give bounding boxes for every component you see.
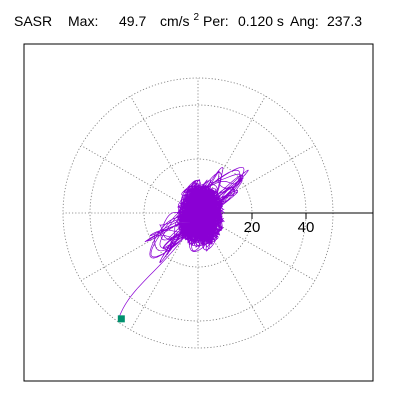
max-unit-power: 2 [193,12,199,23]
orbit-trace [118,166,249,318]
radial-tick-label-40: 40 [298,219,315,236]
orbit-series [118,166,249,318]
radial-tick-label-20: 20 [244,219,261,236]
max-label: Max: [68,13,98,29]
grid-spoke-150 [80,145,199,214]
period-label: Per: [203,13,229,29]
max-unit: cm/s [160,13,190,29]
period-value: 0.120 s [238,13,284,29]
radial-axis [198,212,373,219]
station-name: SASR [14,13,52,29]
radial-tick-labels: 20 40 [244,219,315,236]
orbit-end-marker [117,315,125,323]
max-value: 49.7 [119,13,146,29]
angle-value: 237.3 [327,13,362,29]
orbit-end-marker-group [117,315,125,323]
angle-label: Ang: [290,13,319,29]
chart-title: SASR Max: 49.7 cm/s 2 Per: 0.120 s Ang: … [14,7,362,29]
